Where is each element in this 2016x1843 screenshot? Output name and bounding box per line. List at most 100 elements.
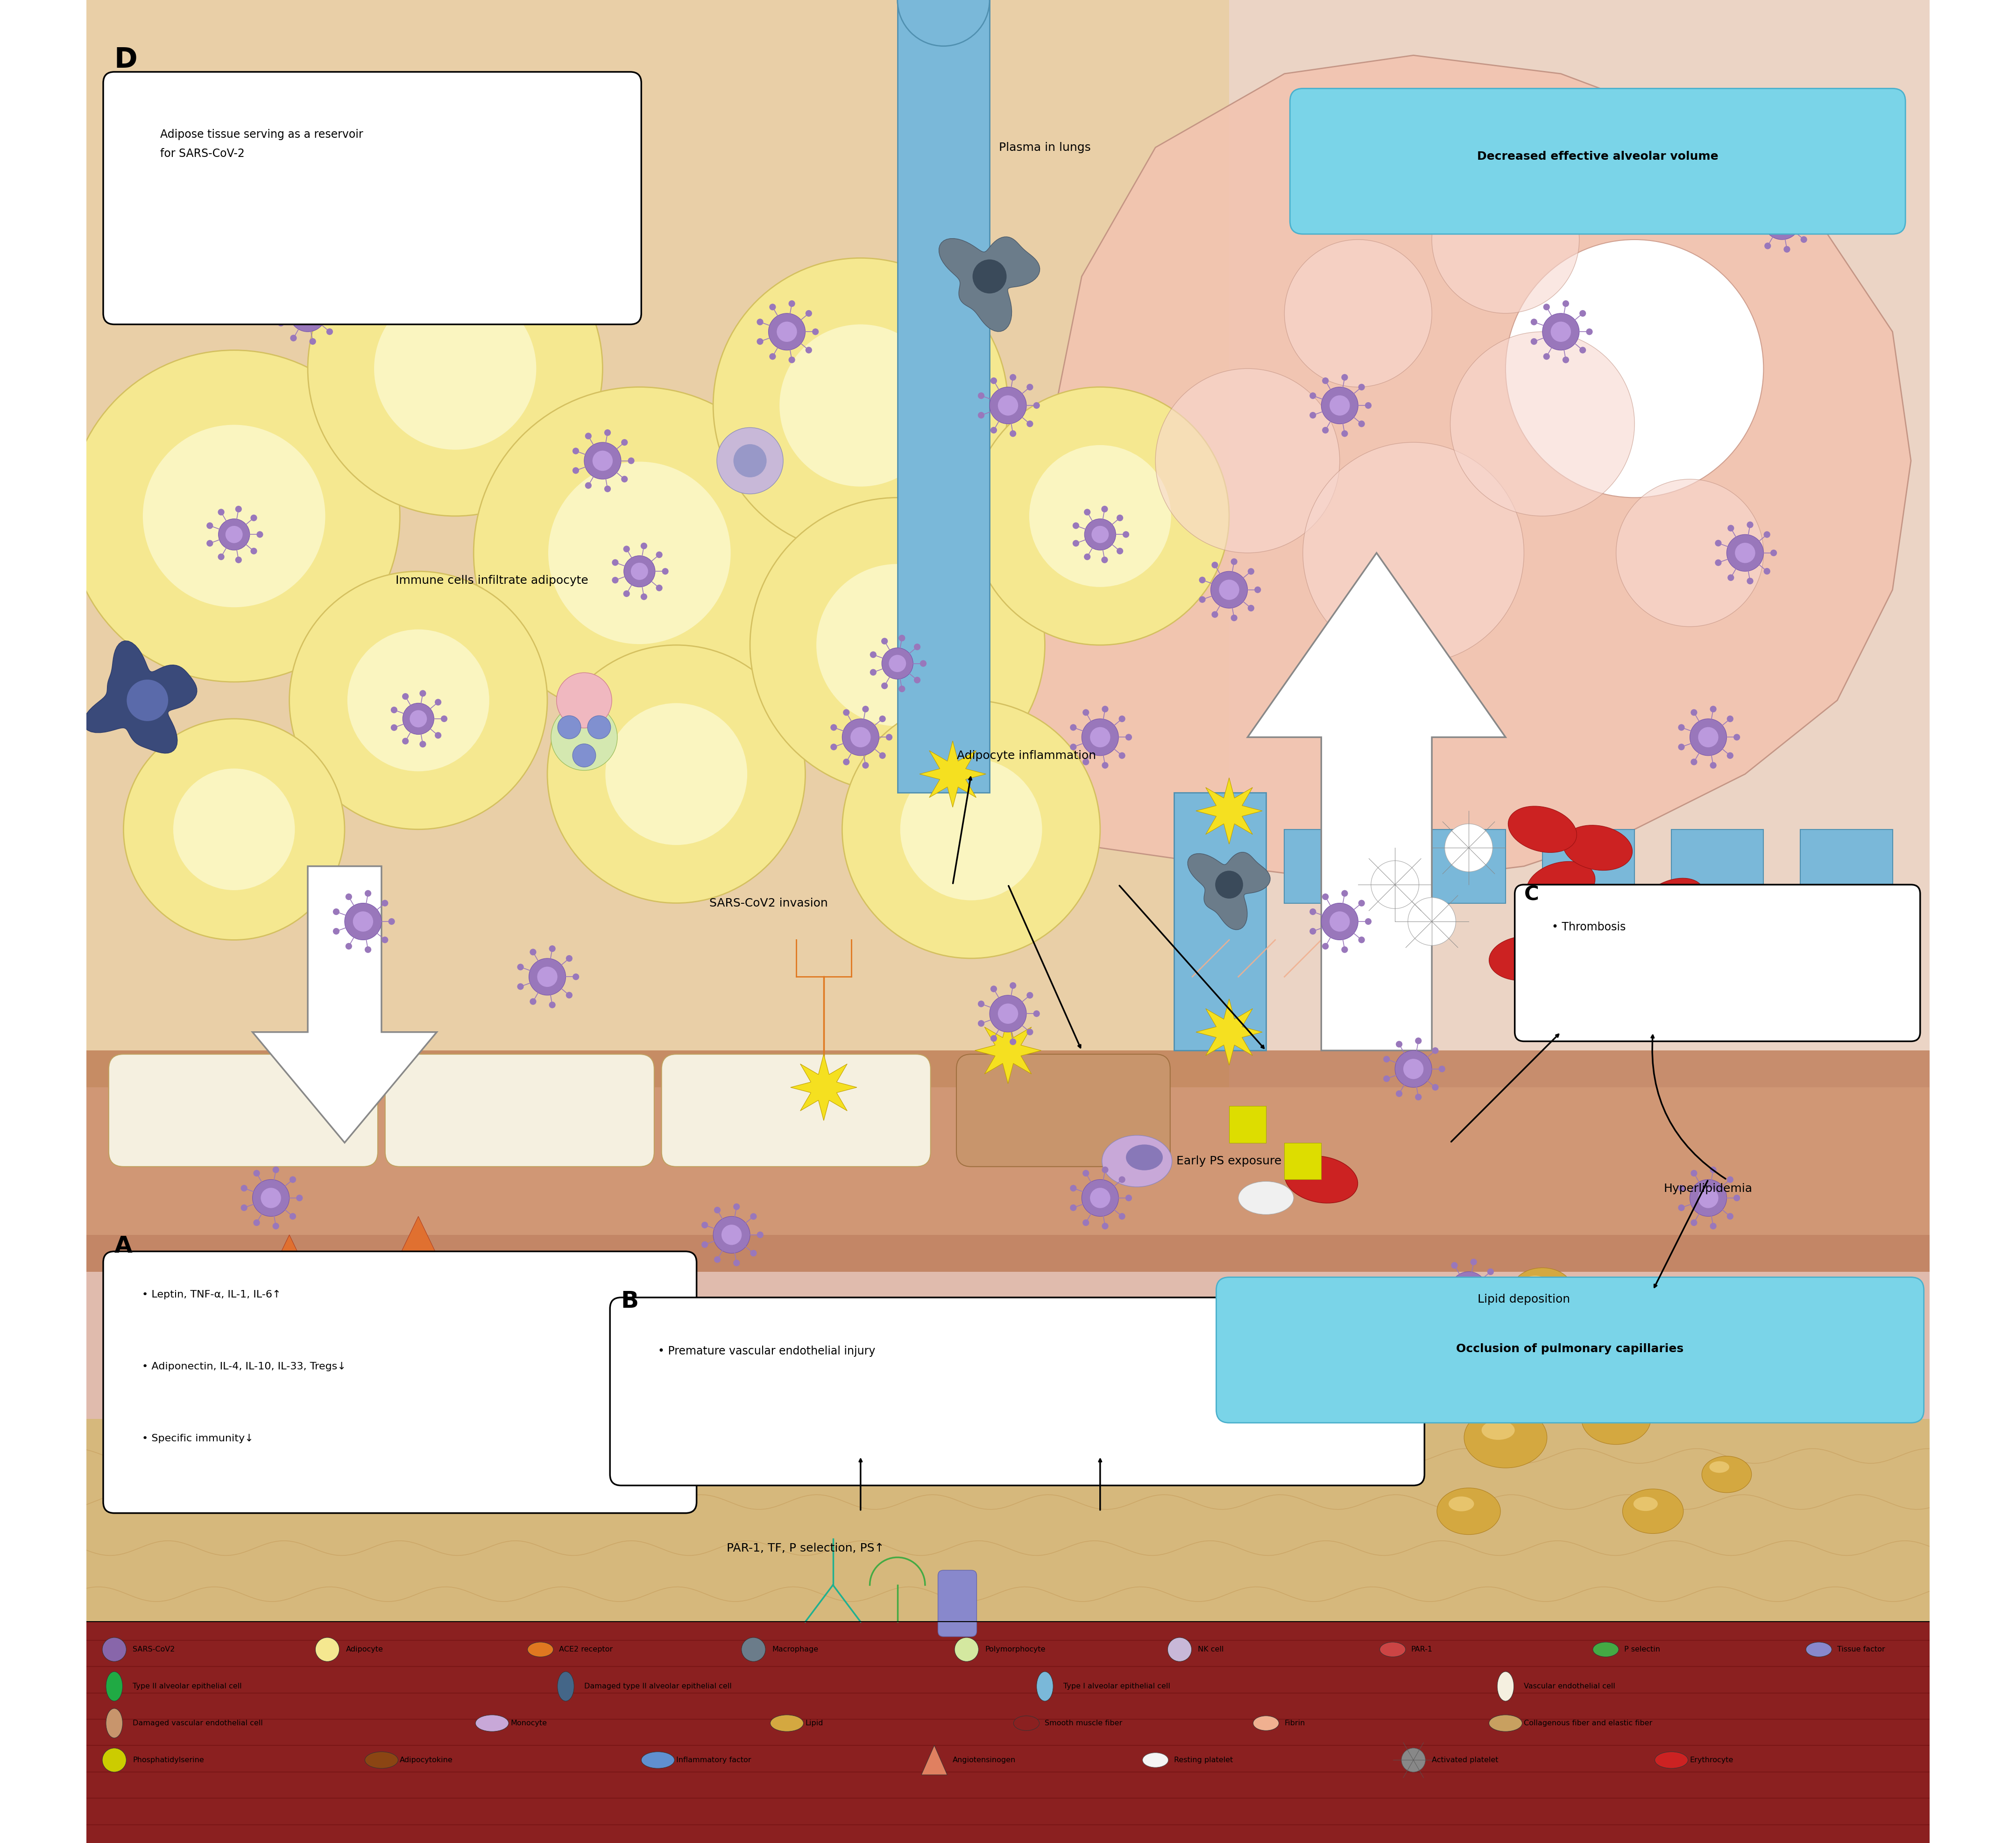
- Circle shape: [1677, 745, 1685, 750]
- Circle shape: [990, 428, 998, 433]
- Circle shape: [1764, 203, 1800, 240]
- Circle shape: [1083, 710, 1089, 715]
- Circle shape: [889, 654, 905, 673]
- Circle shape: [446, 1316, 466, 1338]
- Ellipse shape: [1450, 1497, 1474, 1511]
- Circle shape: [1439, 1277, 1445, 1283]
- Ellipse shape: [1143, 1753, 1169, 1767]
- Circle shape: [756, 319, 764, 324]
- Circle shape: [1452, 1262, 1458, 1268]
- Circle shape: [843, 759, 849, 765]
- Circle shape: [218, 509, 224, 516]
- Ellipse shape: [770, 1714, 804, 1732]
- Circle shape: [143, 194, 149, 199]
- Polygon shape: [1542, 829, 1635, 903]
- Circle shape: [1710, 706, 1716, 713]
- Circle shape: [990, 995, 1026, 1032]
- Circle shape: [831, 724, 837, 730]
- Text: Fibrin: Fibrin: [1284, 1720, 1304, 1727]
- Polygon shape: [268, 1235, 310, 1281]
- Circle shape: [1562, 300, 1568, 308]
- Circle shape: [131, 229, 137, 234]
- Circle shape: [290, 286, 296, 291]
- FancyBboxPatch shape: [956, 1054, 1169, 1167]
- Text: Resting platelet: Resting platelet: [1173, 1756, 1234, 1764]
- Polygon shape: [341, 1272, 385, 1318]
- Circle shape: [1085, 520, 1115, 551]
- Circle shape: [1728, 1213, 1734, 1220]
- Polygon shape: [939, 236, 1040, 332]
- Circle shape: [1403, 1058, 1423, 1080]
- Circle shape: [1365, 402, 1371, 409]
- Circle shape: [1806, 217, 1814, 225]
- Ellipse shape: [1238, 1181, 1294, 1215]
- Circle shape: [290, 295, 327, 332]
- Circle shape: [901, 759, 1042, 899]
- Text: Damaged vascular endothelial cell: Damaged vascular endothelial cell: [133, 1720, 262, 1727]
- Circle shape: [1125, 734, 1133, 741]
- Ellipse shape: [1512, 1268, 1572, 1312]
- Circle shape: [1248, 568, 1254, 575]
- Circle shape: [179, 199, 185, 206]
- Circle shape: [1716, 540, 1722, 546]
- Circle shape: [298, 302, 319, 323]
- Circle shape: [1341, 374, 1349, 382]
- Circle shape: [899, 634, 905, 641]
- Circle shape: [812, 328, 818, 335]
- Circle shape: [226, 525, 242, 544]
- Circle shape: [978, 413, 984, 418]
- Circle shape: [714, 258, 1008, 553]
- Circle shape: [1677, 724, 1685, 730]
- Circle shape: [587, 715, 611, 739]
- Polygon shape: [1195, 999, 1262, 1065]
- Circle shape: [272, 1167, 278, 1174]
- Circle shape: [375, 288, 536, 450]
- Ellipse shape: [1036, 1672, 1052, 1701]
- Circle shape: [1728, 575, 1734, 581]
- Polygon shape: [1248, 553, 1506, 1051]
- Circle shape: [290, 1176, 296, 1183]
- Circle shape: [1371, 861, 1419, 909]
- Circle shape: [1764, 243, 1770, 249]
- Circle shape: [566, 992, 573, 999]
- Circle shape: [1691, 710, 1697, 715]
- Circle shape: [260, 1187, 280, 1209]
- Circle shape: [722, 1224, 742, 1246]
- Circle shape: [1232, 558, 1238, 566]
- Circle shape: [816, 564, 978, 726]
- Ellipse shape: [1661, 1362, 1718, 1403]
- Circle shape: [734, 1203, 740, 1211]
- Circle shape: [990, 378, 998, 383]
- Circle shape: [345, 903, 381, 940]
- Circle shape: [714, 1216, 750, 1253]
- Circle shape: [990, 986, 998, 992]
- Text: Inflammatory factor: Inflammatory factor: [675, 1756, 752, 1764]
- Circle shape: [1331, 912, 1351, 933]
- Circle shape: [1450, 1272, 1488, 1309]
- Circle shape: [474, 1342, 480, 1349]
- Circle shape: [103, 1637, 127, 1662]
- Circle shape: [1470, 1314, 1478, 1321]
- Text: SARS-CoV2 invasion: SARS-CoV2 invasion: [710, 898, 829, 909]
- Circle shape: [290, 571, 546, 829]
- Circle shape: [1083, 1220, 1089, 1226]
- Polygon shape: [87, 0, 1230, 1087]
- Circle shape: [1395, 1041, 1403, 1047]
- Polygon shape: [1800, 829, 1893, 903]
- Text: • Premature vascular endothelial injury: • Premature vascular endothelial injury: [657, 1345, 875, 1356]
- Text: PAR-1: PAR-1: [1411, 1646, 1433, 1653]
- Circle shape: [1677, 1185, 1685, 1191]
- Circle shape: [536, 966, 558, 988]
- Circle shape: [702, 1242, 708, 1248]
- Circle shape: [550, 704, 617, 770]
- Text: Plasma in lungs: Plasma in lungs: [998, 142, 1091, 153]
- Text: • Leptin, TNF-α, IL-1, IL-6↑: • Leptin, TNF-α, IL-1, IL-6↑: [141, 1290, 280, 1299]
- Circle shape: [1689, 1180, 1726, 1216]
- Circle shape: [1395, 1091, 1403, 1097]
- Circle shape: [240, 1185, 248, 1191]
- Text: • Adiponectin, IL-4, IL-10, IL-33, Tregs↓: • Adiponectin, IL-4, IL-10, IL-33, Tregs…: [141, 1362, 347, 1371]
- Circle shape: [1232, 614, 1238, 621]
- Circle shape: [141, 203, 179, 240]
- Circle shape: [1728, 715, 1734, 722]
- Circle shape: [1617, 479, 1764, 627]
